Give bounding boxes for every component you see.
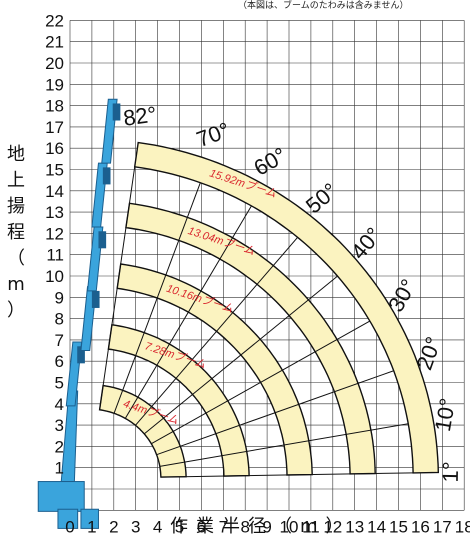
y-tick-label: 5 [55,374,64,393]
y-tick-label: 8 [55,310,64,329]
boom-hook [102,167,111,185]
y-axis-label-char: 揚 [7,196,25,217]
x-tick-label: 11 [302,517,320,536]
angle-label: 20° [411,333,446,373]
y-tick-label: 4 [55,395,64,414]
boom-hook [91,290,100,308]
x-tick-label: 17 [433,517,452,536]
y-axis-label-char: m [7,274,25,295]
angle-label: 10° [430,396,460,433]
y-tick-label: 1 [55,459,64,478]
y-tick-label: 22 [45,11,64,30]
y-tick-label: 16 [45,139,64,158]
y-tick-label: 2 [55,437,64,456]
y-tick-label: 7 [55,331,64,350]
x-tick-label: 4 [153,517,162,536]
x-tick-label: 7 [219,517,228,536]
y-axis-label-char: ） [7,300,25,321]
y-tick-label: 20 [45,54,64,73]
x-tick-label: 1 [87,517,96,536]
boom-hook [77,346,85,364]
boom-range-bands [98,141,440,478]
x-tick-label: 2 [109,517,118,536]
x-tick-label: 18 [455,517,470,536]
y-tick-label: 21 [45,33,64,52]
crane-column [60,390,79,483]
angle-label: 70° [193,117,233,152]
y-axis-label-char: 上 [7,170,25,191]
boom-hook [98,231,107,249]
angle-ray [143,275,338,435]
x-tick-label: 10 [280,517,299,536]
y-tick-label: 12 [45,224,64,243]
angle-ray [151,320,371,445]
y-axis-label-char: 程 [7,222,25,243]
y-tick-label: 17 [45,118,64,137]
x-tick-label: 16 [411,517,430,536]
angle-label: 82° [122,101,158,130]
angle-ray [159,423,409,467]
x-tick-label: 3 [131,517,140,536]
y-tick-label: 15 [45,161,64,180]
angle-ray [99,166,136,410]
y-tick-label: 3 [55,416,64,435]
x-tick-label: 13 [345,517,364,536]
x-tick-label: 0 [65,517,74,536]
y-tick-label: 19 [45,75,64,94]
x-tick-label: 15 [389,517,408,536]
x-axis-label: 作業半径（m） [170,516,352,537]
angle-ray [113,182,201,414]
y-tick-label: 11 [46,246,64,265]
y-tick-label: 18 [45,97,64,116]
angle-ray [135,237,299,426]
y-axis-label: 地 上 揚 程 （ m ） [6,142,26,324]
angle-label: 1° [438,461,463,482]
y-tick-label: 9 [55,288,64,307]
angle-ray [124,205,252,419]
x-tick-label: 14 [367,517,386,536]
angle-ray [156,370,394,456]
crane-outrigger [80,508,99,529]
x-tick-label: 5 [175,517,184,536]
x-tick-label: 8 [240,517,249,536]
angle-ray [160,472,414,478]
x-tick-label: 9 [262,517,271,536]
y-tick-label: 10 [45,267,64,286]
angle-rays [99,166,414,478]
x-tick-label: 12 [323,517,342,536]
boom-hook [112,103,121,121]
crane-outrigger [57,508,79,529]
y-tick-label: 6 [55,352,64,371]
crane-base [37,481,85,512]
y-tick-label: 13 [45,203,64,222]
y-axis-label-char: 地 [7,144,25,165]
y-axis-label-char: （ [7,248,25,269]
y-tick-label: 14 [45,182,64,201]
x-tick-label: 6 [197,517,206,536]
note-text: （本図は、ブームのたわみは含みません） [238,1,409,11]
crane-silhouette [37,98,121,529]
